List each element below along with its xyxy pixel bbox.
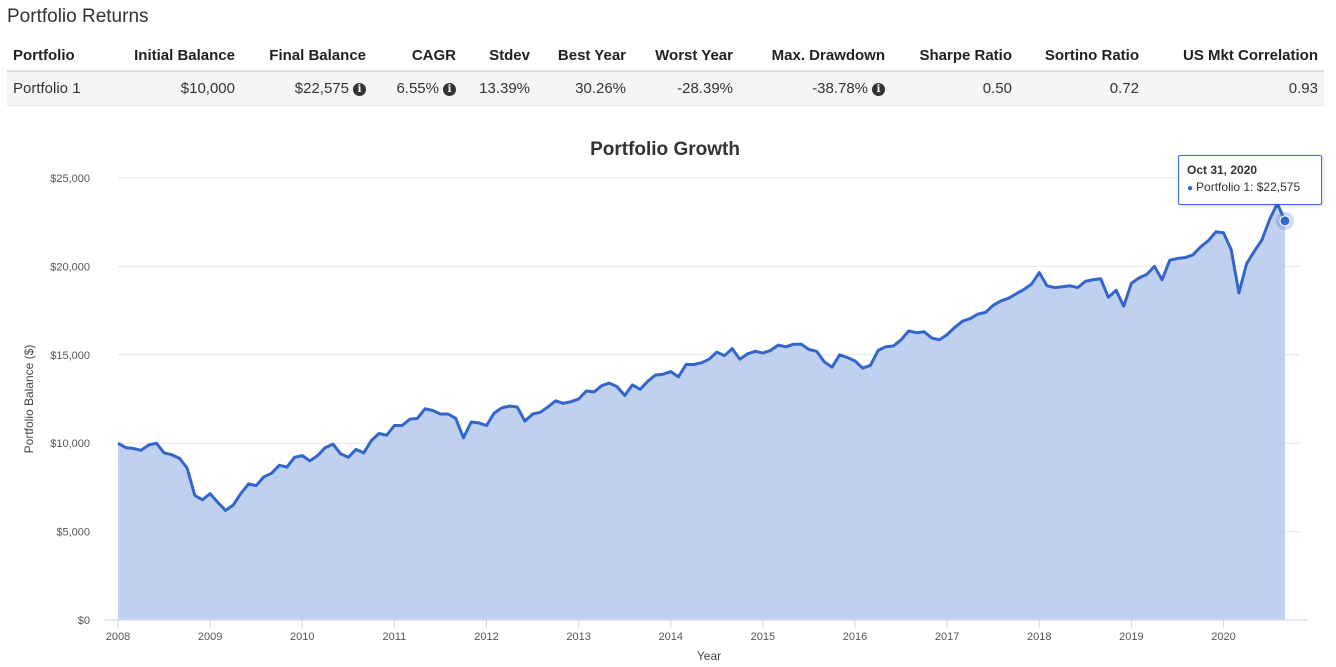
chart-svg[interactable]: Portfolio Growth $0$5,000$10,000$15,000$… (0, 128, 1336, 667)
chart-title: Portfolio Growth (590, 139, 740, 160)
cell-cagr: 6.55% i (372, 71, 462, 106)
y-tick-label: $10,000 (50, 438, 90, 450)
x-tick-label: 2016 (843, 631, 867, 643)
cell-sharpe-ratio: 0.50 (891, 71, 1018, 106)
header-worst-year[interactable]: Worst Year (632, 40, 739, 72)
tooltip-value: Portfolio 1: $22,575 (1196, 180, 1301, 194)
x-tick-label: 2012 (474, 631, 498, 643)
info-circle-icon[interactable]: i (353, 82, 366, 96)
table-header-row: Portfolio Initial Balance Final Balance … (7, 40, 1324, 72)
cell-worst-year: -28.39% (632, 71, 739, 106)
series-line[interactable] (117, 202, 1287, 512)
header-sharpe-ratio[interactable]: Sharpe Ratio (891, 40, 1018, 72)
x-tick-label: 2014 (659, 631, 683, 643)
info-circle-icon[interactable]: i (443, 82, 456, 96)
x-tick-label: 2009 (198, 631, 222, 643)
x-tick-label: 2019 (1119, 631, 1143, 643)
tooltip-bullet-icon: ● (1187, 183, 1194, 194)
x-axis-ticks: 2008 2009 2010 2011 2012 2013 2014 2015 2016 2017… (106, 620, 1236, 643)
x-tick-label: 2017 (935, 631, 959, 643)
cell-us-mkt-correlation: 0.93 (1145, 71, 1324, 106)
x-tick-label: 2011 (383, 631, 407, 643)
cell-max-drawdown: -38.78% i (739, 71, 891, 106)
final-balance-value: $22,575 (294, 79, 349, 97)
series-area (118, 203, 1285, 620)
x-axis-label: Year (697, 649, 721, 663)
y-tick-label: $15,000 (50, 350, 90, 362)
max-drawdown-value: -38.78% (812, 79, 868, 97)
header-sortino-ratio[interactable]: Sortino Ratio (1018, 40, 1145, 72)
header-us-mkt-correlation[interactable]: US Mkt Correlation (1145, 40, 1324, 72)
y-axis-ticks: $0 $5,000 $10,000 $15,000 $20,000 $25,000 (50, 173, 90, 627)
header-stdev[interactable]: Stdev (462, 40, 536, 72)
header-cagr[interactable]: CAGR (372, 40, 462, 72)
x-tick-label: 2020 (1211, 631, 1235, 643)
header-max-drawdown[interactable]: Max. Drawdown (739, 40, 891, 72)
portfolio-growth-chart[interactable]: Portfolio Growth $0 $5,000 $10,000 $15,000 $… (0, 128, 1336, 667)
y-tick-label: $0 (78, 615, 90, 627)
cell-best-year: 30.26% (536, 71, 632, 106)
y-tick-label: $20,000 (50, 261, 90, 273)
y-tick-label: $5,000 (56, 527, 90, 539)
header-best-year[interactable]: Best Year (536, 40, 632, 72)
header-initial-balance[interactable]: Initial Balance (111, 40, 241, 72)
x-tick-label: 2013 (566, 631, 590, 643)
section-title: Portfolio Returns (7, 6, 149, 27)
x-tick-label: 2018 (1027, 631, 1051, 643)
highlight-marker[interactable] (1279, 215, 1291, 227)
cell-portfolio: Portfolio 1 (7, 71, 111, 106)
x-tick-label: 2008 (106, 631, 130, 643)
cell-final-balance: $22,575 i (241, 71, 372, 106)
y-axis-label: Portfolio Balance ($) (22, 345, 36, 454)
table-row: Portfolio 1 $10,000 $22,575 i 6.55% i 13.3… (7, 71, 1324, 106)
cagr-value: 6.55% (396, 79, 439, 97)
cell-initial-balance: $10,000 (111, 71, 241, 106)
y-tick-label: $25,000 (50, 173, 90, 185)
chart-tooltip: Oct 31, 2020 ● Portfolio 1: $22,575 (1178, 155, 1322, 205)
x-tick-label: 2010 (290, 631, 314, 643)
info-circle-icon[interactable]: i (872, 82, 885, 96)
cell-stdev: 13.39% (462, 71, 536, 106)
x-tick-label: 2015 (751, 631, 775, 643)
portfolio-returns-table: Portfolio Initial Balance Final Balance … (7, 40, 1324, 106)
cell-sortino-ratio: 0.72 (1018, 71, 1145, 106)
header-final-balance[interactable]: Final Balance (241, 40, 372, 72)
header-portfolio[interactable]: Portfolio (7, 40, 111, 72)
tooltip-date: Oct 31, 2020 (1187, 163, 1258, 177)
